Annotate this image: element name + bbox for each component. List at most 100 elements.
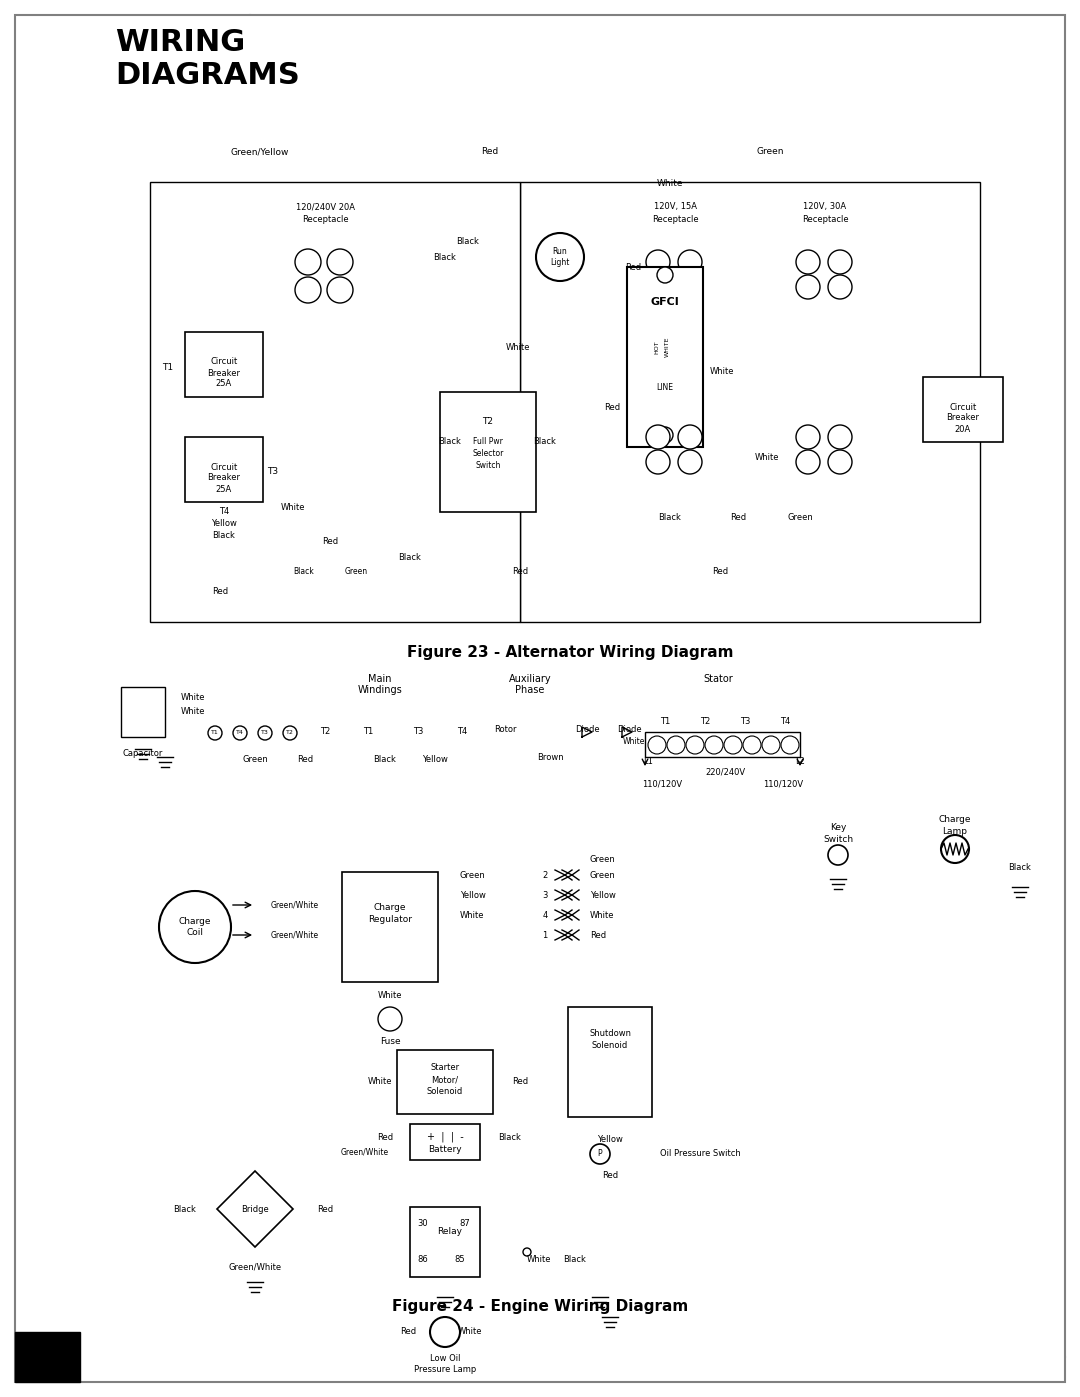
Text: Battery: Battery	[428, 1146, 462, 1154]
Bar	[923, 377, 1003, 441]
Text: Red: Red	[512, 567, 528, 577]
Text: Auxiliary: Auxiliary	[509, 673, 551, 685]
Circle shape	[667, 736, 685, 754]
Text: WIRING
DIAGRAMS: WIRING DIAGRAMS	[114, 28, 300, 91]
Circle shape	[686, 736, 704, 754]
Text: Breaker: Breaker	[207, 474, 241, 482]
Text: White: White	[590, 911, 615, 919]
Text: Figure 24 - Engine Wiring Diagram: Figure 24 - Engine Wiring Diagram	[392, 1299, 688, 1315]
Text: Red: Red	[590, 930, 606, 940]
Text: Main: Main	[368, 673, 392, 685]
Circle shape	[796, 425, 820, 448]
Circle shape	[523, 1248, 531, 1256]
Text: 86: 86	[418, 1256, 429, 1264]
Text: 28: 28	[33, 1348, 60, 1366]
Text: T3: T3	[261, 731, 269, 735]
Text: Diode: Diode	[617, 725, 642, 733]
Text: Red: Red	[212, 588, 228, 597]
Circle shape	[295, 249, 321, 275]
Text: White: White	[181, 707, 205, 717]
Text: Yellow: Yellow	[597, 1134, 623, 1144]
Text: Capacitor: Capacitor	[123, 750, 163, 759]
Text: 25A: 25A	[216, 380, 232, 388]
Text: Charge: Charge	[374, 902, 406, 911]
Text: White: White	[460, 911, 485, 919]
Text: T3: T3	[740, 718, 751, 726]
Text: Charge
Coil: Charge Coil	[179, 918, 212, 937]
Text: T1: T1	[162, 362, 174, 372]
Circle shape	[828, 450, 852, 474]
Text: GFCI: GFCI	[650, 298, 679, 307]
Text: Red: Red	[400, 1327, 416, 1337]
Text: Breaker: Breaker	[946, 414, 980, 422]
Text: LINE: LINE	[657, 383, 674, 391]
Circle shape	[796, 275, 820, 299]
Text: White: White	[623, 738, 645, 746]
Text: Red: Red	[512, 1077, 528, 1087]
Text: Receptacle: Receptacle	[301, 215, 349, 224]
Text: 120V, 15A: 120V, 15A	[653, 203, 697, 211]
Text: 25A: 25A	[216, 485, 232, 493]
Text: Red: Red	[712, 567, 728, 577]
Bar	[440, 393, 536, 511]
Text: Key: Key	[829, 823, 847, 831]
Text: 2: 2	[542, 870, 548, 880]
Text: Run
Light: Run Light	[551, 247, 569, 267]
Circle shape	[678, 425, 702, 448]
Text: Red: Red	[297, 756, 313, 764]
Polygon shape	[217, 1171, 293, 1248]
Text: White: White	[458, 1327, 483, 1337]
Text: Red: Red	[377, 1133, 393, 1141]
Text: T3: T3	[268, 468, 279, 476]
Text: White: White	[378, 990, 402, 999]
Circle shape	[536, 233, 584, 281]
Circle shape	[743, 736, 761, 754]
Circle shape	[646, 275, 670, 299]
Text: Shutdown: Shutdown	[589, 1030, 631, 1038]
Circle shape	[258, 726, 272, 740]
Bar	[627, 267, 703, 447]
Bar	[15, 1331, 80, 1382]
Text: Green: Green	[345, 567, 368, 577]
Text: Rotor: Rotor	[494, 725, 516, 733]
Text: Red: Red	[322, 538, 338, 546]
Text: Oil Pressure Switch: Oil Pressure Switch	[660, 1150, 741, 1158]
Text: Solenoid: Solenoid	[427, 1087, 463, 1097]
Text: Green/White: Green/White	[271, 930, 319, 940]
Text: Starter: Starter	[431, 1063, 460, 1073]
Text: T4: T4	[219, 507, 229, 517]
Circle shape	[430, 1317, 460, 1347]
Text: Bridge: Bridge	[241, 1204, 269, 1214]
Bar	[185, 437, 264, 502]
Text: Green: Green	[242, 756, 268, 764]
Text: Green: Green	[756, 148, 784, 156]
Text: Switch: Switch	[475, 461, 501, 471]
Text: Green: Green	[787, 513, 813, 521]
Text: 220/240V: 220/240V	[705, 767, 745, 777]
Text: Brown: Brown	[537, 753, 564, 761]
Text: Yellow: Yellow	[211, 520, 237, 528]
Text: Green/Yellow: Green/Yellow	[231, 148, 289, 156]
Text: L1: L1	[643, 757, 653, 767]
Bar	[568, 1007, 652, 1118]
Circle shape	[159, 891, 231, 963]
Text: 30: 30	[418, 1220, 429, 1228]
Circle shape	[283, 726, 297, 740]
Circle shape	[941, 835, 969, 863]
Circle shape	[646, 450, 670, 474]
Text: Fuse: Fuse	[380, 1037, 401, 1045]
Text: T1: T1	[211, 731, 219, 735]
Circle shape	[295, 277, 321, 303]
Text: White: White	[368, 1077, 392, 1087]
Bar	[342, 872, 438, 982]
Text: Red: Red	[625, 263, 642, 271]
Text: 120V, 30A: 120V, 30A	[804, 203, 847, 211]
Circle shape	[208, 726, 222, 740]
Circle shape	[762, 736, 780, 754]
Text: Low Oil
Pressure Lamp: Low Oil Pressure Lamp	[414, 1354, 476, 1373]
Text: White: White	[755, 453, 780, 461]
Text: Regulator: Regulator	[368, 915, 411, 925]
Text: 1: 1	[542, 930, 548, 940]
Text: Green/White: Green/White	[341, 1147, 389, 1157]
Text: Diode: Diode	[575, 725, 599, 733]
